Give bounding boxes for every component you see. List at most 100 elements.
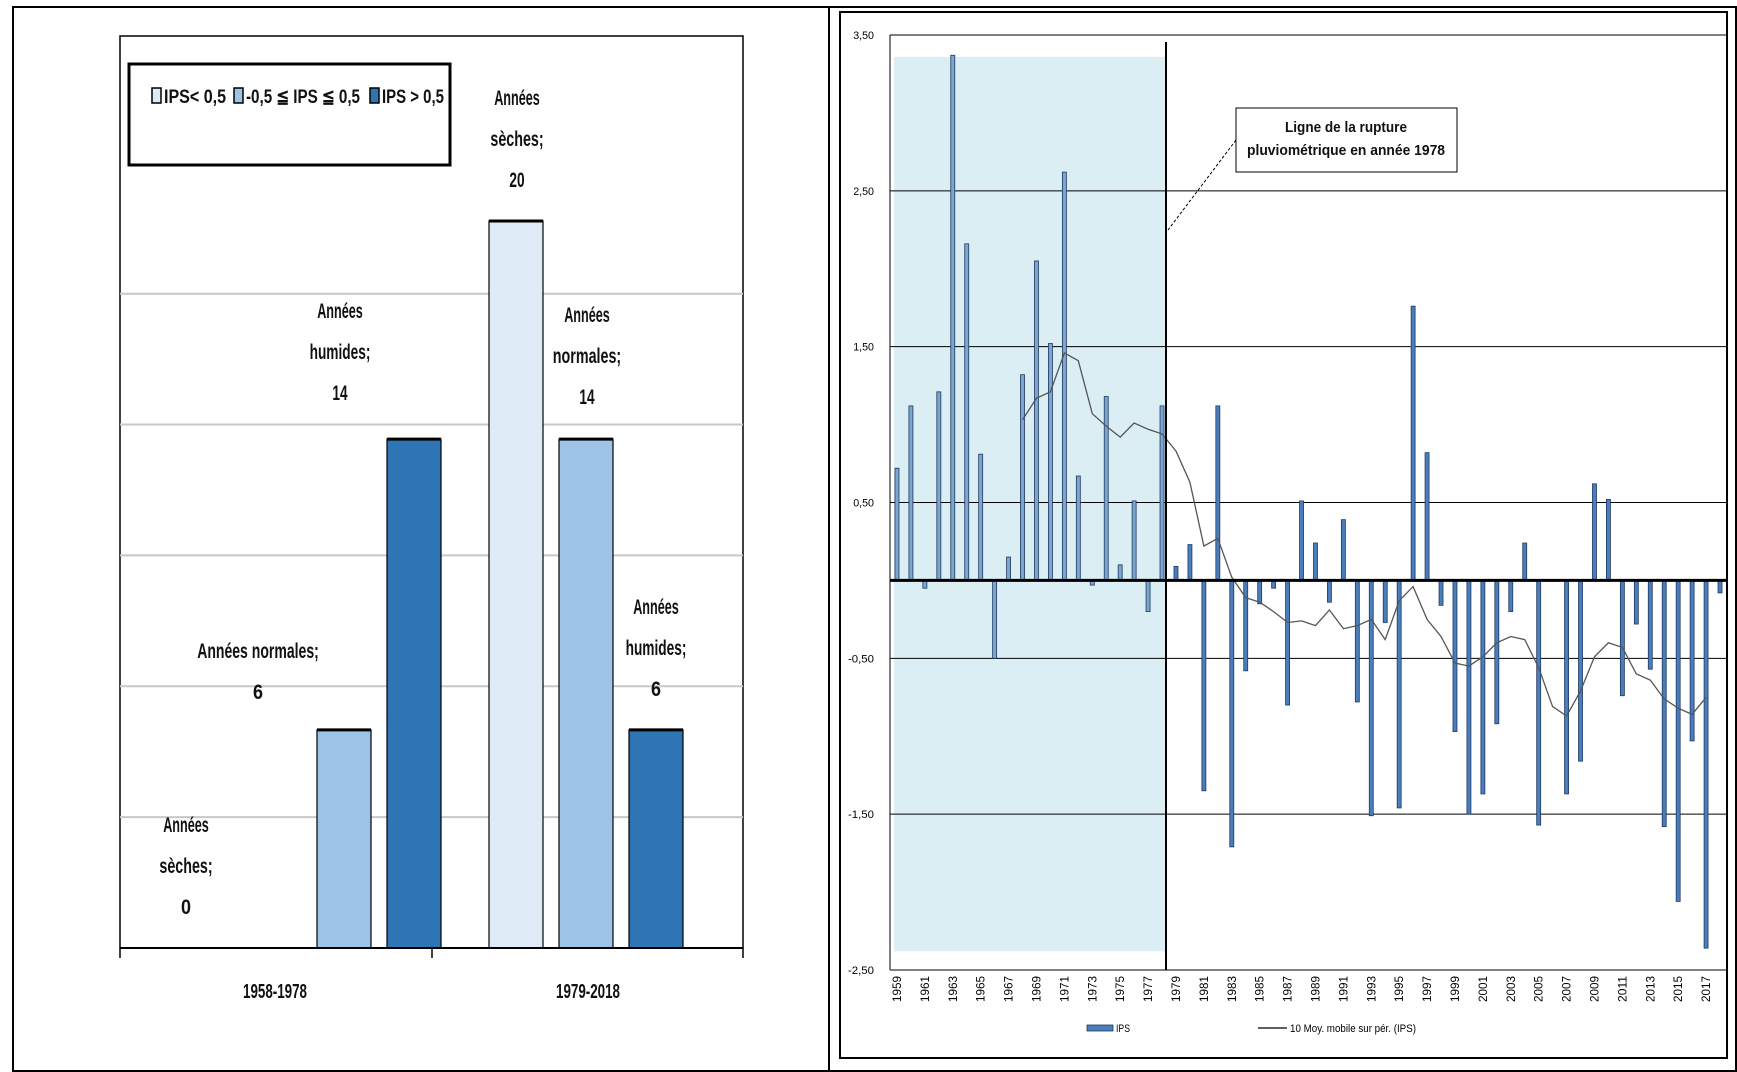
ips-bar (1494, 580, 1500, 725)
x-tick-label: 1967 (1002, 976, 1016, 1002)
ips-bar (1229, 580, 1235, 848)
ips-bar (1592, 483, 1597, 581)
left-bar (558, 438, 614, 949)
x-tick-label: 1959 (890, 976, 904, 1002)
ips-bar (1717, 580, 1723, 594)
legend-label-ips: IPS (1116, 1023, 1130, 1035)
x-tick-label: 1963 (946, 976, 960, 1002)
y-tick-label: 0,50 (853, 498, 874, 510)
ips-bar (1619, 580, 1625, 697)
left-bars (316, 219, 684, 949)
ips-bar (1299, 500, 1304, 581)
left-data-label: humides; (310, 341, 371, 364)
x-tick-label: 1971 (1057, 976, 1071, 1002)
x-tick-label: 1977 (1141, 976, 1155, 1002)
x-tick-label: 1987 (1281, 976, 1295, 1002)
right-inner-border (839, 11, 1728, 1059)
left-bar (488, 220, 544, 949)
rupture-annotation: Ligne de la rupture pluviométrique en ann… (1167, 107, 1458, 231)
ips-bar (1647, 580, 1653, 670)
ips-bar (1020, 374, 1025, 581)
ips-bar (1438, 580, 1444, 606)
ips-bar (1382, 580, 1388, 623)
left-data-label: sèches; (159, 855, 212, 878)
ips-bar (1006, 556, 1011, 581)
ips-bar (1689, 580, 1695, 742)
left-data-label: normales; (553, 345, 621, 368)
legend-label: IPS > 0,5 (382, 87, 444, 108)
ips-bar (1327, 580, 1332, 603)
ips-bar (978, 453, 984, 581)
ips-bar (1675, 580, 1681, 902)
ips-bar (1215, 405, 1221, 581)
ips-bar (1522, 542, 1528, 581)
x-tick-label: 1981 (1197, 976, 1211, 1002)
x-tick-label: 1969 (1029, 976, 1043, 1002)
ips-bar (1606, 498, 1611, 581)
y-tick-label: -0,50 (848, 653, 874, 665)
x-tick-label: 1961 (918, 976, 932, 1002)
x-tick-label: 1991 (1336, 976, 1350, 1002)
ips-bar (1257, 580, 1263, 605)
x-tick-label: 2007 (1560, 976, 1574, 1002)
y-tick-label: 2,50 (853, 186, 874, 198)
ips-bar (1564, 580, 1569, 795)
left-bar (628, 729, 684, 949)
legend-label-ma: 10 Moy. mobile sur pér. (IPS) (1290, 1023, 1416, 1035)
ips-bar (1173, 565, 1179, 581)
legend-swatch-ips (1086, 1024, 1114, 1032)
left-data-label: Années (317, 300, 363, 323)
ips-bar (1703, 580, 1709, 949)
left-legend: IPS< 0,5 -0,5 ≦ IPS ≦ 0,5 IPS > 0,5 (127, 62, 452, 167)
ips-bar (894, 467, 900, 581)
legend-label: IPS< 0,5 (164, 87, 226, 108)
ips-bar (1075, 475, 1081, 581)
legend-swatch (369, 87, 380, 104)
ips-bar (1354, 580, 1360, 703)
left-data-label: 20 (509, 169, 524, 192)
ips-bar (1396, 580, 1402, 809)
ips-bar (1285, 580, 1290, 706)
moving-average-path (1021, 351, 1707, 717)
x-tick-label: 2009 (1587, 976, 1601, 1002)
left-data-label: 14 (332, 382, 347, 405)
left-category-label: 1958-1978 (243, 981, 307, 1003)
annotation-box (1235, 107, 1458, 173)
right-axes: 1959 1961 1963 1965 1967 1969 1971 1973 1975 1977… (889, 35, 1727, 1002)
ips-bar (908, 405, 914, 581)
ips-bar (1480, 580, 1486, 795)
ips-bar (1508, 580, 1514, 612)
x-tick-label: 2011 (1615, 976, 1629, 1002)
left-data-label: Années (564, 304, 610, 327)
x-tick-label: 1989 (1308, 976, 1322, 1002)
ips-bar (964, 243, 970, 581)
ips-bar (936, 391, 942, 581)
left-data-label: 14 (579, 386, 594, 409)
x-tick-label: 2017 (1699, 976, 1713, 1002)
x-tick-label: 2003 (1504, 976, 1518, 1002)
x-tick-label: 1997 (1420, 976, 1434, 1002)
ips-bar (1466, 580, 1472, 815)
annotation-leader (1167, 139, 1237, 231)
ips-bar (1117, 564, 1123, 581)
ips-bar (1145, 580, 1151, 612)
ips-bar (1452, 580, 1458, 732)
left-data-label: sèches; (490, 128, 543, 151)
y-tick-label: 1,50 (853, 342, 874, 354)
x-tick-label: 1999 (1448, 976, 1462, 1002)
ips-bar (1201, 580, 1207, 792)
left-data-label: Années (633, 596, 679, 619)
legend-swatch (233, 87, 244, 104)
ips-bar (1340, 519, 1346, 581)
annotation-text: Ligne de la rupture (1285, 119, 1407, 136)
x-tick-label: 2015 (1671, 976, 1685, 1002)
x-tick-label: 1965 (974, 976, 988, 1002)
left-data-label: humides; (626, 637, 687, 660)
x-tick-label: 1973 (1085, 976, 1099, 1002)
annotation-text: pluviométrique en année 1978 (1247, 142, 1445, 159)
y-tick-label: 3,50 (853, 30, 874, 42)
ips-bar (950, 54, 956, 581)
left-data-label: Années (494, 87, 540, 110)
